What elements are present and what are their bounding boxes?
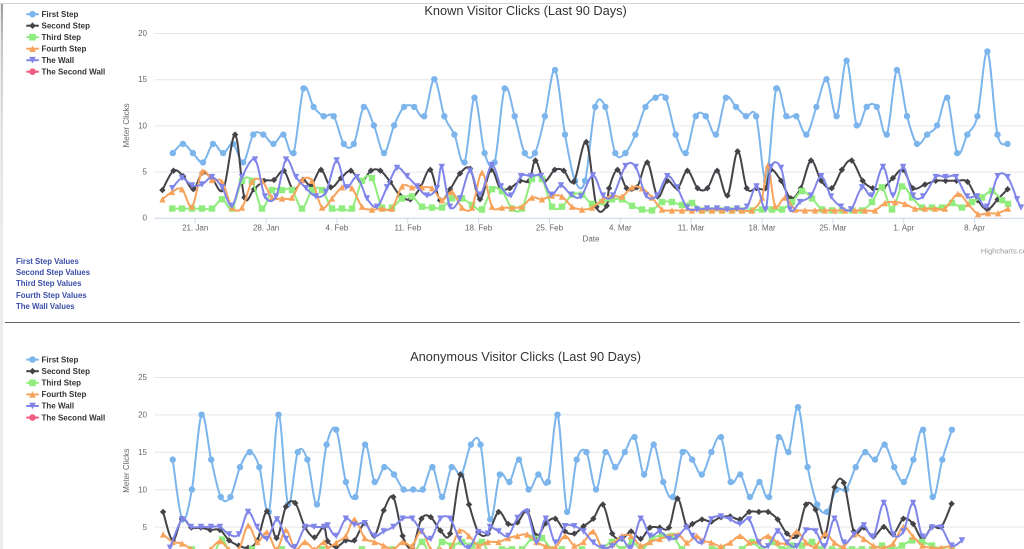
svg-text:21. Jan: 21. Jan — [182, 224, 208, 233]
svg-text:Third Step: Third Step — [42, 379, 82, 388]
svg-text:Meter Clicks: Meter Clicks — [122, 449, 131, 493]
svg-text:5: 5 — [143, 523, 148, 532]
svg-text:25. Feb: 25. Feb — [536, 224, 564, 233]
svg-text:The Second Wall: The Second Wall — [42, 67, 106, 76]
svg-text:11. Mar: 11. Mar — [678, 224, 705, 233]
svg-text:Second Step: Second Step — [42, 367, 91, 376]
svg-text:11. Feb: 11. Feb — [395, 224, 422, 233]
svg-text:10: 10 — [138, 121, 147, 130]
svg-text:Fourth Step: Fourth Step — [42, 390, 87, 399]
svg-text:1. Apr: 1. Apr — [893, 224, 914, 233]
svg-text:First Step: First Step — [42, 355, 79, 364]
svg-text:20: 20 — [138, 411, 147, 420]
svg-text:Known Visitor Clicks (Last 90: Known Visitor Clicks (Last 90 Days) — [424, 3, 626, 18]
svg-text:The Wall: The Wall — [42, 402, 75, 411]
svg-text:20: 20 — [138, 29, 147, 38]
svg-text:First Step: First Step — [42, 10, 79, 19]
svg-text:4. Mar: 4. Mar — [609, 224, 632, 233]
svg-text:Highcharts.com: Highcharts.com — [981, 247, 1024, 256]
svg-text:5: 5 — [143, 168, 148, 177]
svg-text:Fourth Step: Fourth Step — [42, 44, 87, 53]
svg-text:25: 25 — [138, 373, 147, 382]
svg-text:Second Step: Second Step — [42, 21, 91, 30]
svg-text:Third Step: Third Step — [42, 33, 82, 42]
svg-text:25. Mar: 25. Mar — [819, 224, 846, 233]
svg-text:Meter Clicks: Meter Clicks — [122, 103, 131, 147]
svg-text:15: 15 — [138, 75, 147, 84]
svg-text:10: 10 — [138, 485, 147, 494]
svg-text:0: 0 — [143, 214, 148, 223]
svg-text:The Second Wall: The Second Wall — [42, 413, 106, 422]
svg-text:Date: Date — [583, 235, 600, 244]
svg-text:8. Apr: 8. Apr — [964, 224, 985, 233]
svg-text:4. Feb: 4. Feb — [326, 224, 349, 233]
svg-text:28. Jan: 28. Jan — [253, 224, 279, 233]
svg-text:18. Mar: 18. Mar — [749, 224, 776, 233]
svg-text:Anonymous Visitor Clicks (Last: Anonymous Visitor Clicks (Last 90 Days) — [410, 349, 641, 364]
svg-text:15: 15 — [138, 448, 147, 457]
svg-text:18. Feb: 18. Feb — [465, 224, 493, 233]
svg-text:The Wall: The Wall — [42, 56, 75, 65]
